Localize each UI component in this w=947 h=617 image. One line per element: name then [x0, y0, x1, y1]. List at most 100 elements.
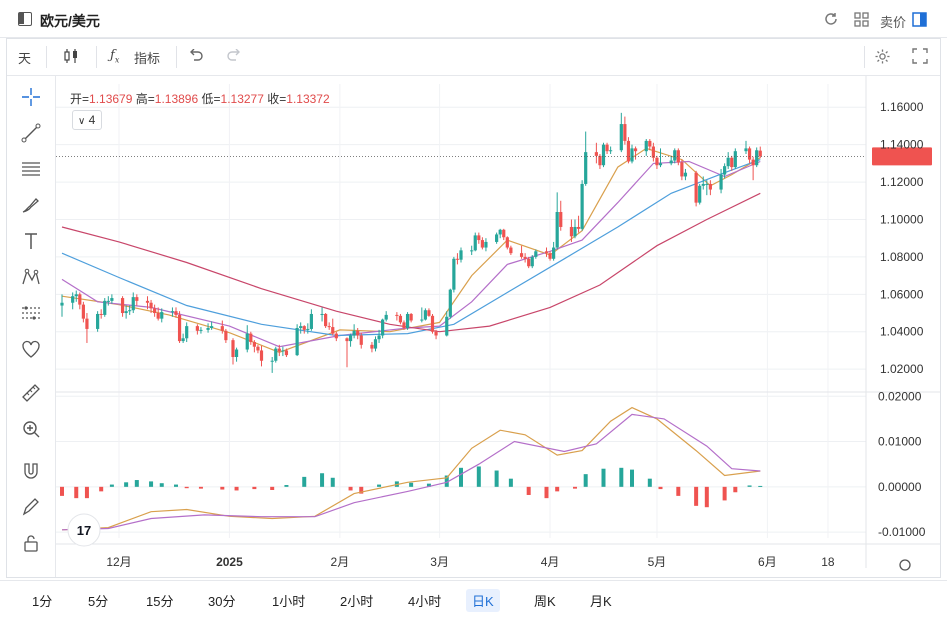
candle-body: [673, 150, 677, 161]
macd-histogram-bar: [601, 468, 606, 487]
macd-histogram-bar: [330, 477, 335, 487]
macd-tick-label: 0.01000: [878, 435, 922, 449]
price-tick-label: 1.02000: [880, 362, 924, 376]
undo-icon[interactable]: [188, 49, 204, 63]
draw-pencil-icon[interactable]: [20, 496, 42, 518]
candle-body: [324, 313, 328, 327]
candle-body: [71, 296, 75, 303]
time-tick-label: 2月: [331, 555, 350, 569]
candle-body: [601, 144, 606, 166]
zoom-in-icon[interactable]: [20, 418, 42, 440]
side-panel-icon[interactable]: [912, 12, 927, 27]
text-tool-icon[interactable]: [20, 230, 42, 252]
candle-body: [99, 313, 103, 315]
candle-body: [149, 302, 153, 309]
candle-body: [530, 256, 534, 267]
ruler-icon[interactable]: [20, 382, 42, 404]
candle-body: [669, 160, 673, 164]
candle-body: [210, 326, 214, 328]
interval-button[interactable]: 周K: [534, 594, 556, 609]
candle-body: [384, 314, 388, 320]
candle-body: [398, 315, 403, 323]
price-chart[interactable]: 1.16000 1.14000 1.12000 1.10000 1.08000 1.060…: [56, 76, 941, 578]
interval-button[interactable]: 月K: [590, 594, 612, 609]
ma-collapse-badge[interactable]: ∨ 4: [72, 110, 102, 130]
macd-line: [61, 406, 761, 531]
candle-body: [698, 185, 702, 203]
interval-button[interactable]: 4小时: [408, 594, 442, 609]
interval-button[interactable]: 30分: [208, 594, 236, 609]
symbol-title: 欧元/美元: [40, 13, 100, 29]
macd-histogram-bar: [109, 484, 114, 487]
measure-tool-icon[interactable]: [20, 302, 42, 324]
brush-icon[interactable]: [20, 194, 42, 216]
toolbar-divider: [176, 46, 177, 68]
trend-line-icon[interactable]: [20, 122, 42, 144]
pattern-tool-icon[interactable]: [20, 266, 42, 288]
candle-body: [420, 319, 424, 321]
candle-body: [708, 183, 712, 190]
candle-body: [676, 150, 680, 163]
time-tick-label: 18: [821, 555, 835, 569]
candle-body: [755, 150, 759, 166]
candle-body: [373, 339, 378, 349]
indicators-button[interactable]: 指标: [134, 51, 161, 66]
candle-body: [177, 314, 182, 342]
fullscreen-icon[interactable]: [912, 48, 928, 64]
close-value: 1.13372: [286, 92, 330, 106]
candle-body: [723, 166, 727, 175]
settings-gear-icon[interactable]: [874, 48, 891, 65]
candle-body: [331, 327, 335, 334]
candle-body: [327, 326, 331, 328]
interval-button[interactable]: 1小时: [272, 594, 306, 609]
timeframe-selector[interactable]: 天: [18, 51, 32, 66]
time-tick-label: 6月: [758, 555, 777, 569]
favorite-heart-icon[interactable]: [20, 338, 42, 360]
price-tick-label: 1.04000: [880, 325, 924, 339]
macd-histogram-bar: [220, 486, 225, 490]
candle-body: [569, 226, 574, 237]
candle-body: [348, 335, 353, 342]
layout-grid-icon[interactable]: [854, 12, 869, 27]
candle-body: [274, 348, 278, 361]
toolbar-divider: [96, 46, 97, 68]
candle-body: [480, 240, 484, 248]
candle-body: [427, 310, 431, 316]
interval-button[interactable]: 1分: [32, 594, 53, 609]
horizontal-lines-icon[interactable]: [20, 158, 42, 180]
interval-button[interactable]: 5分: [88, 594, 109, 609]
price-tick-label: 1.12000: [880, 175, 924, 189]
interval-button[interactable]: 日K: [466, 589, 500, 612]
crosshair-icon[interactable]: [20, 86, 42, 108]
time-tick-label: 12月: [106, 555, 131, 569]
chevron-down-icon: ∨: [78, 116, 86, 127]
macd-line: [61, 413, 761, 531]
redo-icon[interactable]: [226, 49, 242, 63]
macd-tick-label: 0.02000: [878, 389, 922, 403]
candlestick-type-icon[interactable]: [62, 47, 80, 65]
moving-average-line: [61, 159, 761, 337]
lock-icon[interactable]: [20, 532, 42, 554]
panel-toggle-icon[interactable]: [18, 12, 32, 26]
interval-button[interactable]: 15分: [146, 594, 174, 609]
candle-body: [60, 302, 64, 306]
candle-body: [295, 328, 299, 356]
candle-body: [156, 313, 160, 319]
refresh-icon[interactable]: [823, 11, 839, 27]
candle-body: [744, 148, 748, 152]
macd-histogram-bar: [555, 486, 560, 492]
time-tick-label: 4月: [541, 555, 560, 569]
candle-body: [452, 258, 456, 290]
time-tick-label: 3月: [430, 555, 449, 569]
magnet-icon[interactable]: [20, 460, 42, 482]
interval-button[interactable]: 2小时: [340, 594, 374, 609]
candle-body: [74, 294, 78, 297]
candle-body: [409, 313, 413, 321]
macd-histogram-bar: [284, 485, 289, 487]
drawing-tools-sidebar: [6, 76, 56, 578]
price-tick-label: 1.14000: [880, 138, 924, 152]
candle-body: [402, 322, 406, 328]
sell-price-button[interactable]: 卖价: [880, 15, 907, 30]
candle-body: [309, 313, 313, 329]
